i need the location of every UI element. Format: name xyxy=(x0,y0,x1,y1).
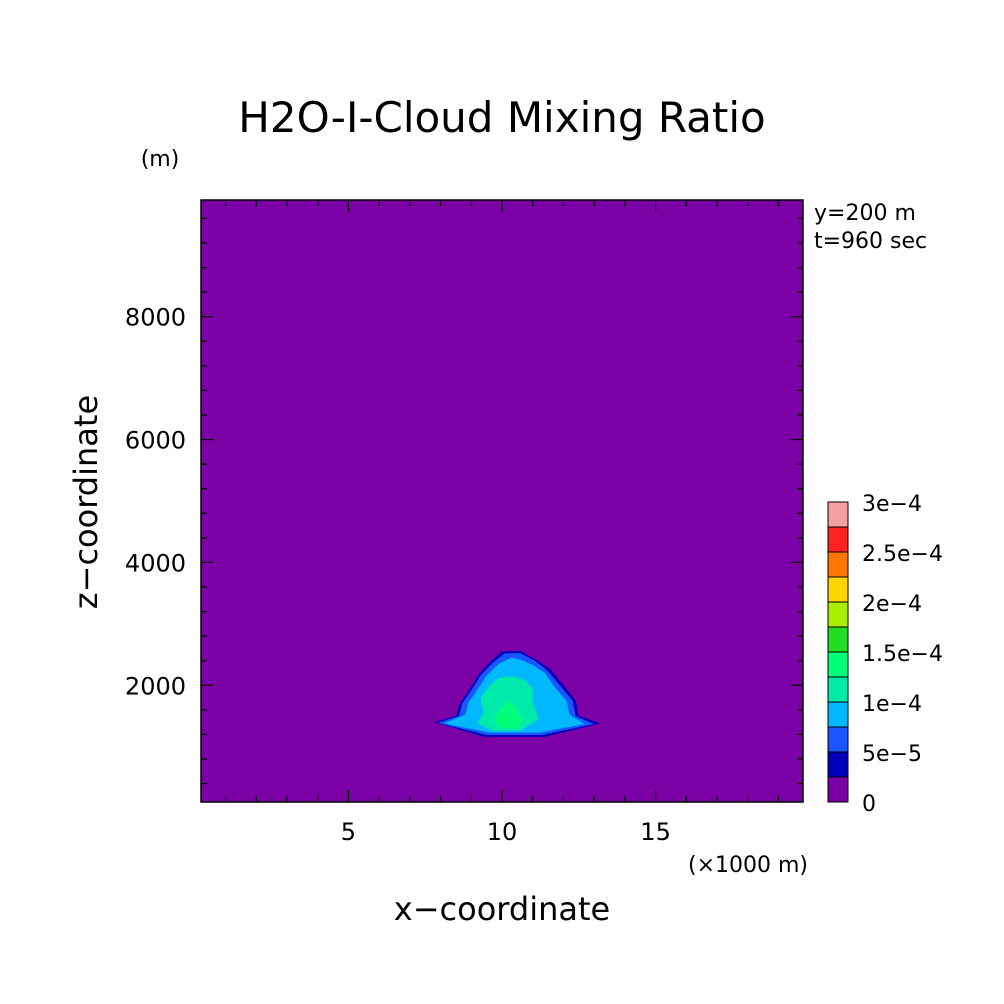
colorbar-swatch xyxy=(827,751,849,778)
contour-layer xyxy=(434,650,601,737)
colorbar-swatch xyxy=(827,626,849,653)
x-tick-labels: 5 10 15 xyxy=(341,818,671,846)
y-unit-label: (m) xyxy=(141,147,180,172)
colorbar-swatch xyxy=(827,651,849,678)
x-tick-label: 5 xyxy=(341,818,356,846)
y-tick-label: 6000 xyxy=(125,427,186,455)
colorbar-label: 5e−5 xyxy=(862,742,922,767)
chart-title: H2O-I-Cloud Mixing Ratio xyxy=(238,93,765,142)
x-tick-label: 10 xyxy=(487,818,518,846)
colorbar: 0 5e−5 1e−4 1.5e−4 2e−4 2.5e−4 3e−4 xyxy=(827,492,943,817)
contour-region-5 xyxy=(492,701,524,729)
colorbar-swatch xyxy=(827,701,849,728)
annotation-t: t=960 sec xyxy=(814,229,927,254)
colorbar-swatch xyxy=(827,526,849,553)
colorbar-swatch xyxy=(827,726,849,753)
colorbar-swatch xyxy=(827,501,849,528)
colorbar-swatch xyxy=(827,776,849,803)
colorbar-label: 1e−4 xyxy=(862,692,922,717)
colorbar-swatch xyxy=(827,576,849,603)
x-tick-label: 15 xyxy=(640,818,671,846)
colorbar-label: 1.5e−4 xyxy=(862,642,943,667)
colorbar-label: 0 xyxy=(862,792,876,817)
y-tick-labels: 2000 4000 6000 8000 xyxy=(125,304,186,701)
colorbar-label: 3e−4 xyxy=(862,492,922,517)
colorbar-swatch xyxy=(827,601,849,628)
plot-frame xyxy=(200,199,804,803)
y-tick-label: 2000 xyxy=(125,672,186,700)
y-axis-label: z−coordinate xyxy=(67,395,105,609)
x-unit-label: (×1000 m) xyxy=(688,853,808,878)
tick-layer xyxy=(201,200,803,802)
colorbar-swatch xyxy=(827,676,849,703)
x-axis-label: x−coordinate xyxy=(394,890,610,928)
y-tick-label: 4000 xyxy=(125,549,186,577)
annotation-y: y=200 m xyxy=(814,201,916,226)
colorbar-swatch xyxy=(827,551,849,578)
colorbar-label: 2e−4 xyxy=(862,592,922,617)
y-tick-label: 8000 xyxy=(125,304,186,332)
colorbar-label: 2.5e−4 xyxy=(862,542,943,567)
